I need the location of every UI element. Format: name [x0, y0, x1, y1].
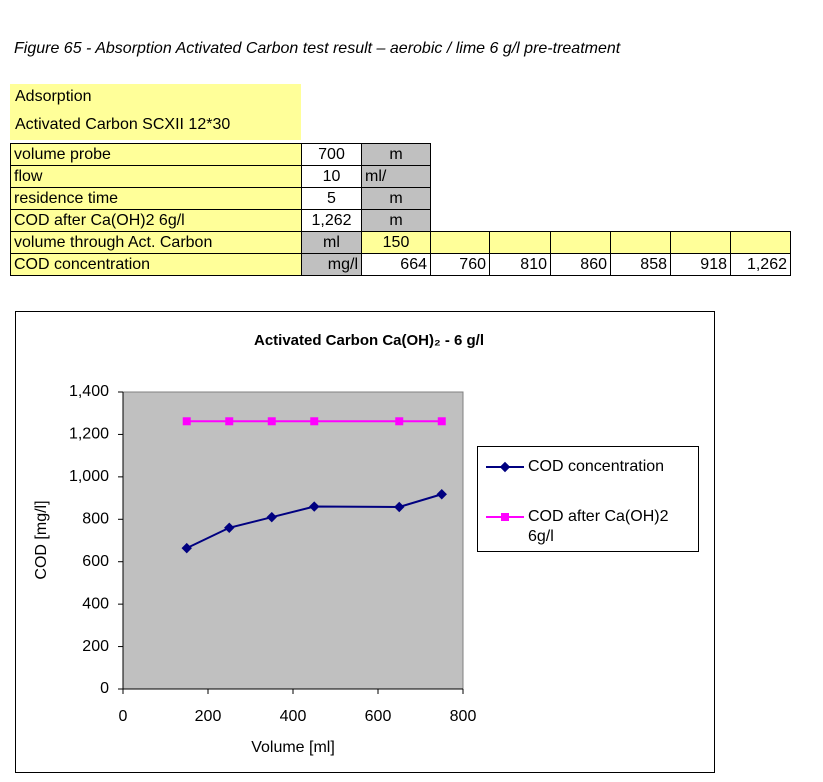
- legend-label: COD after Ca(OH)2 6g/l: [528, 508, 669, 545]
- cell: 860: [550, 253, 611, 276]
- x-tick-label: 200: [195, 708, 222, 725]
- cell: m: [361, 187, 431, 210]
- x-tick-label: 400: [280, 708, 307, 725]
- point: [182, 417, 191, 426]
- cell: 700: [301, 143, 362, 166]
- y-axis-label: COD [mg/l]: [33, 500, 50, 579]
- cell: 664: [361, 253, 431, 276]
- legend-marker: [501, 513, 509, 521]
- cell: flow: [10, 165, 302, 188]
- cell: ml: [301, 231, 362, 254]
- cell: COD concentration: [10, 253, 302, 276]
- point: [225, 417, 234, 426]
- point: [310, 417, 319, 426]
- cell: 1,262: [301, 209, 362, 232]
- header-title: Adsorption: [10, 84, 301, 110]
- point: [266, 511, 277, 523]
- cell: 150: [361, 231, 431, 254]
- point: [437, 417, 446, 426]
- cell: 760: [430, 253, 490, 276]
- cell: [670, 231, 731, 254]
- legend-label: COD concentration: [528, 458, 665, 475]
- header-subtitle: Activated Carbon SCXII 12*30: [10, 110, 301, 140]
- y-tick-label: 200: [82, 638, 109, 655]
- point: [394, 501, 405, 513]
- chart-title: Activated Carbon Ca(OH)₂ - 6 g/l: [254, 332, 484, 349]
- y-tick-label: 1,400: [69, 383, 109, 400]
- y-tick-label: 1,200: [69, 426, 109, 443]
- cell: COD after Ca(OH)2 6g/l: [10, 209, 302, 232]
- cell: ml/: [361, 165, 431, 188]
- cell: 5: [301, 187, 362, 210]
- cell: 858: [610, 253, 671, 276]
- legend-swatches: [486, 461, 524, 521]
- point: [267, 417, 276, 426]
- point: [395, 417, 404, 426]
- cell: [550, 231, 611, 254]
- point: [224, 522, 235, 533]
- cell: m: [361, 209, 431, 232]
- plot-area: [122, 391, 464, 690]
- data-table: volume probe 700 m flow 10 ml/ residence tim…: [10, 143, 791, 276]
- point: [309, 501, 320, 512]
- cell: volume through Act. Carbon: [10, 231, 302, 254]
- cell: mg/l: [301, 253, 362, 276]
- cell: 918: [670, 253, 731, 276]
- point: [181, 542, 192, 554]
- x-axis-label: Volume [ml]: [251, 739, 335, 756]
- point: [436, 489, 447, 500]
- legend-marker: [499, 461, 511, 473]
- legend: COD concentration COD after Ca(OH)2 6g/l: [477, 446, 699, 552]
- y-tick-label: 600: [82, 553, 109, 570]
- caption: Figure 65 - Absorption Activated Carbon …: [14, 40, 621, 57]
- cell: 810: [489, 253, 551, 276]
- x-tick-label: 800: [450, 708, 477, 725]
- y-tick-label: 800: [82, 511, 109, 528]
- cell: [730, 231, 791, 254]
- y-tick-label: 0: [100, 680, 109, 697]
- cell: residence time: [10, 187, 302, 210]
- series-line: [186, 493, 443, 550]
- y-tick-label: 1,000: [69, 468, 109, 485]
- x-tick-label: 600: [365, 708, 392, 725]
- cell: 1,262: [730, 253, 791, 276]
- y-tick-label: 400: [82, 595, 109, 612]
- cell: [430, 231, 490, 254]
- x-tick-label: 0: [119, 708, 128, 725]
